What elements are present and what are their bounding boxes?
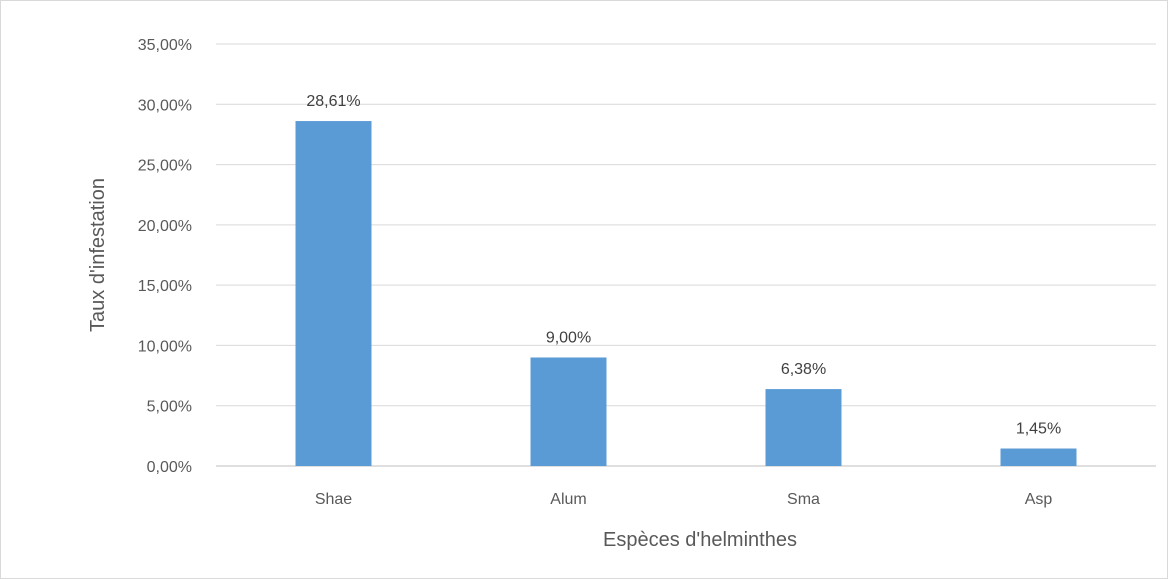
data-labels: 28,61% 9,00% 6,38% 1,45%: [306, 93, 1061, 437]
x-axis-categories: Shae Alum Sma Asp: [315, 491, 1053, 508]
data-label-asp: 1,45%: [1016, 421, 1061, 438]
bars: [295, 121, 1077, 467]
bar-asp: [1000, 448, 1077, 466]
x-axis-title: Espèces d'helminthes: [603, 529, 797, 551]
y-tick-label: 30,00%: [138, 97, 192, 114]
category-label-sma: Sma: [787, 491, 820, 508]
y-tick-label: 15,00%: [138, 278, 192, 295]
y-tick-label: 35,00%: [138, 37, 192, 54]
category-label-shae: Shae: [315, 491, 352, 508]
bar-alum: [530, 357, 607, 466]
y-axis-ticks: 0,00% 5,00% 10,00% 15,00% 20,00% 25,00% 30,00%…: [138, 37, 192, 476]
y-tick-label: 20,00%: [138, 218, 192, 235]
y-tick-label: 0,00%: [147, 459, 192, 476]
category-label-alum: Alum: [550, 491, 586, 508]
category-label-asp: Asp: [1025, 491, 1053, 508]
y-tick-label: 10,00%: [138, 338, 192, 355]
y-axis-title: Taux d'infestation: [87, 178, 109, 332]
y-tick-label: 5,00%: [147, 399, 192, 416]
gridlines: [216, 43, 1156, 467]
data-label-alum: 9,00%: [546, 329, 591, 346]
data-label-shae: 28,61%: [306, 93, 360, 110]
bar-shae: [295, 121, 372, 467]
y-tick-label: 25,00%: [138, 158, 192, 175]
data-label-sma: 6,38%: [781, 361, 826, 378]
bar-sma: [765, 389, 842, 466]
